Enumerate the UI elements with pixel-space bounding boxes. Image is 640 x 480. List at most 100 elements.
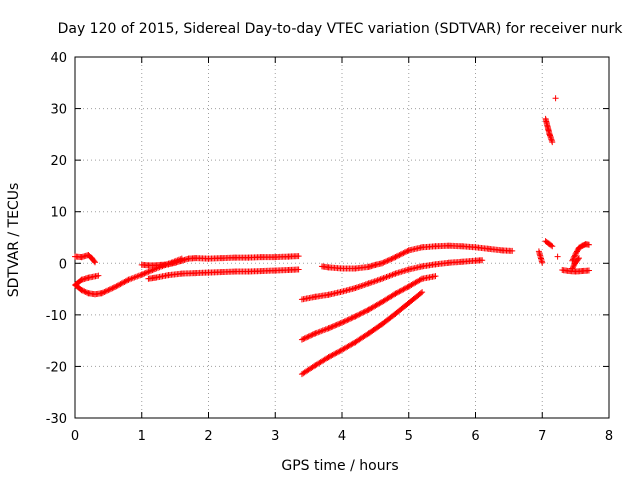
data-point-track-f — [371, 278, 378, 285]
data-point-track-f — [356, 283, 363, 290]
data-point-track-h — [313, 329, 320, 336]
data-point-track-g — [392, 254, 399, 261]
data-point-track-g — [396, 252, 403, 259]
data-point-track-c — [120, 279, 127, 286]
data-point-track-c — [117, 281, 124, 288]
data-point-track-f — [358, 282, 365, 289]
data-point-track-f — [364, 280, 371, 287]
data-point-track-c — [125, 276, 132, 283]
data-point-track-c — [140, 271, 147, 278]
data-point-track-g — [389, 255, 396, 262]
data-point-track-c — [114, 282, 121, 289]
data-point-track-j — [571, 253, 578, 260]
data-point-track-h — [318, 328, 325, 335]
data-point-track-h — [306, 332, 313, 339]
data-point-track-h — [344, 317, 351, 324]
data-point-track-h — [328, 324, 335, 331]
data-point-track-c — [122, 278, 129, 285]
data-point-track-j — [569, 256, 576, 263]
data-point-track-i — [329, 351, 336, 358]
data-point-track-f — [379, 275, 386, 282]
data-point-track-h — [316, 328, 323, 335]
data-point-track-e — [295, 266, 302, 273]
data-point-track-c — [106, 286, 113, 293]
x-tick-label: 8 — [605, 429, 613, 444]
grid — [75, 57, 609, 418]
data-point-track-c — [148, 267, 155, 274]
data-point-track-h — [337, 320, 344, 327]
data-point-track-g — [395, 252, 402, 259]
data-point-track-j — [548, 242, 555, 249]
data-point-track-c — [128, 275, 135, 282]
data-point-track-c — [129, 275, 136, 282]
data-point-track-h — [357, 310, 364, 317]
data-point-track-j — [585, 267, 592, 274]
data-point-track-i — [326, 353, 333, 360]
data-point-track-c — [118, 280, 125, 287]
data-point-track-f — [390, 271, 397, 278]
data-point-track-j — [575, 255, 582, 262]
data-point-track-g — [400, 250, 407, 257]
data-point-track-h — [324, 325, 331, 332]
data-point-track-h — [302, 334, 309, 341]
chart-title: Day 120 of 2015, Sidereal Day-to-day VTE… — [58, 21, 624, 37]
data-point-track-h — [348, 315, 355, 322]
data-point-track-h — [329, 323, 336, 330]
data-point-track-c — [84, 289, 91, 296]
data-point-track-h — [325, 325, 332, 332]
data-point-track-c — [116, 281, 123, 288]
data-point-track-c — [110, 284, 117, 291]
data-markers — [72, 95, 592, 378]
data-point-track-j — [570, 255, 577, 262]
data-point-track-i — [328, 352, 335, 359]
data-point-track-f — [352, 285, 359, 292]
data-point-track-h — [305, 333, 312, 340]
data-point-track-j — [571, 252, 578, 259]
data-point-track-c — [98, 290, 105, 297]
data-point-track-g — [381, 259, 388, 266]
y-axis-label: SDTVAR / TECUs — [6, 183, 22, 298]
data-point-track-h — [339, 319, 345, 326]
data-point-track-i — [325, 354, 332, 361]
data-point-track-h — [333, 321, 340, 328]
data-point-track-h — [351, 314, 358, 321]
data-point-track-h — [359, 310, 366, 317]
data-point-track-f — [374, 277, 381, 284]
y-tick-label: -10 — [46, 309, 67, 324]
data-point-track-c — [108, 285, 115, 292]
data-point-track-f — [368, 279, 375, 286]
data-point-track-g — [403, 248, 410, 255]
y-tick-label: 30 — [50, 103, 67, 118]
data-point-track-j — [575, 256, 582, 263]
data-point-track-c — [124, 277, 131, 284]
data-point-track-d — [295, 253, 302, 260]
data-point-track-g — [379, 260, 386, 267]
data-point-track-g — [388, 255, 395, 262]
data-point-track-h — [347, 315, 354, 322]
data-point-track-f — [376, 276, 383, 283]
x-tick-label: 0 — [71, 429, 79, 444]
data-point-track-h — [403, 284, 410, 291]
data-point-track-h — [417, 276, 424, 283]
data-point-track-c — [138, 271, 145, 278]
data-point-track-g — [391, 254, 398, 261]
data-point-track-h — [321, 326, 328, 333]
data-point-track-g — [397, 251, 404, 258]
data-point-track-h — [363, 308, 370, 315]
data-point-track-j — [569, 257, 576, 264]
data-point-track-h — [397, 287, 404, 294]
data-point-track-g — [393, 253, 400, 260]
data-point-track-h — [322, 326, 329, 333]
data-point-track-f — [373, 277, 380, 284]
data-point-track-h — [353, 312, 360, 319]
data-point-track-f — [479, 257, 486, 264]
data-point-track-f — [383, 274, 390, 281]
data-point-track-i — [332, 350, 339, 357]
data-point-track-c — [112, 284, 119, 291]
data-point-track-i — [336, 348, 343, 355]
data-point-track-h — [401, 285, 408, 292]
data-point-track-h — [340, 318, 347, 325]
data-point-track-c — [81, 288, 88, 295]
y-tick-label: -20 — [46, 360, 67, 375]
